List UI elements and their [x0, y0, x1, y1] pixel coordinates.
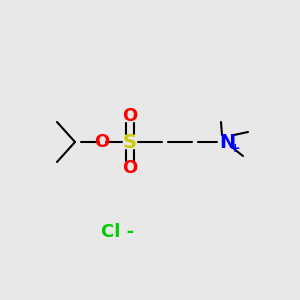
- Text: O: O: [122, 107, 138, 125]
- Text: Cl -: Cl -: [101, 223, 135, 241]
- Text: S: S: [123, 133, 137, 152]
- Text: O: O: [94, 133, 110, 151]
- Text: O: O: [122, 159, 138, 177]
- Text: N: N: [219, 133, 235, 152]
- Text: +: +: [230, 142, 240, 154]
